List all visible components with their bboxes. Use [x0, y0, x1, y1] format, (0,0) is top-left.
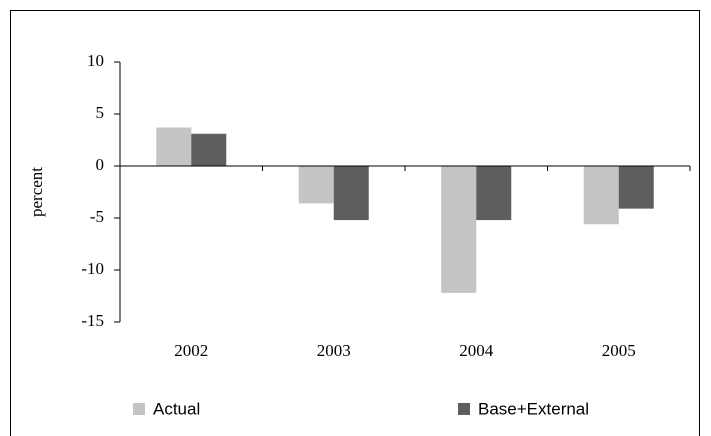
- y-tick-label: 5: [96, 103, 105, 122]
- bar: [191, 133, 227, 166]
- bar: [618, 166, 654, 209]
- bar: [333, 166, 369, 221]
- x-tick-label: 2004: [459, 341, 494, 360]
- bar: [298, 166, 334, 204]
- x-tick-label: 2002: [174, 341, 208, 360]
- y-axis-label: percent: [27, 167, 46, 217]
- y-tick-label: -10: [81, 259, 104, 278]
- bar: [476, 166, 512, 221]
- legend-swatch: [133, 403, 145, 415]
- x-tick-label: 2003: [317, 341, 351, 360]
- legend-text: Base+External: [478, 399, 589, 418]
- y-tick-label: 10: [87, 51, 104, 70]
- y-tick-label: -5: [90, 207, 104, 226]
- bar: [441, 166, 477, 293]
- bar: [583, 166, 619, 225]
- x-tick-label: 2005: [602, 341, 636, 360]
- y-tick-label: -15: [81, 311, 104, 330]
- legend-text: Actual: [153, 399, 200, 418]
- y-tick-label: 0: [96, 155, 105, 174]
- bar: [156, 127, 192, 166]
- chart-frame: [10, 10, 700, 436]
- legend-swatch: [458, 403, 470, 415]
